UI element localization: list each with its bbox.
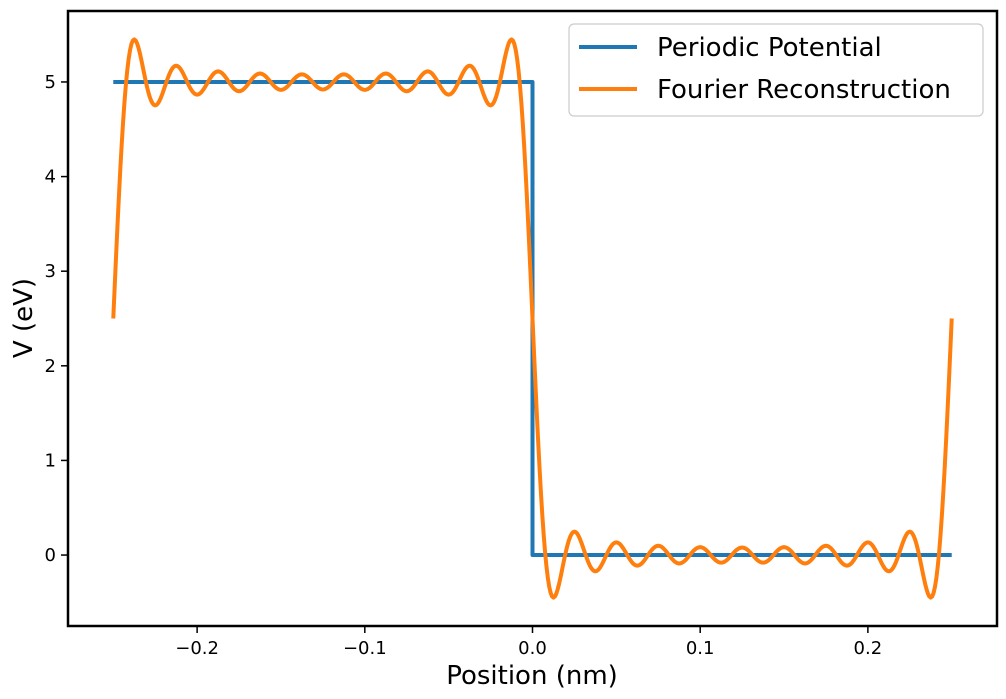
y-tick-label: 4 <box>45 167 56 188</box>
y-tick-label: 5 <box>45 72 56 93</box>
x-tick-label: −0.2 <box>175 638 219 659</box>
legend-label-periodic-potential: Periodic Potential <box>657 33 882 63</box>
legend: Periodic Potential Fourier Reconstructio… <box>568 23 984 117</box>
legend-label-fourier-reconstruction: Fourier Reconstruction <box>657 75 951 105</box>
y-tick-label: 3 <box>45 261 56 282</box>
series-line-fourier-reconstruction <box>111 37 954 600</box>
legend-box <box>568 23 984 117</box>
y-tick-label: 0 <box>45 545 56 566</box>
series-layer <box>111 37 954 600</box>
x-tick-label: 0.1 <box>686 638 715 659</box>
x-axis: −0.2 −0.1 0.0 0.1 0.2 <box>175 626 882 659</box>
x-axis-title: Position (nm) <box>446 661 618 691</box>
y-tick-label: 2 <box>45 356 56 377</box>
x-tick-label: 0.0 <box>518 638 547 659</box>
x-tick-label: 0.2 <box>854 638 883 659</box>
x-tick-label: −0.1 <box>343 638 387 659</box>
y-tick-label: 1 <box>45 450 56 471</box>
y-axis: 0 1 2 3 4 5 <box>45 72 68 566</box>
y-axis-title: V (eV) <box>9 278 39 358</box>
